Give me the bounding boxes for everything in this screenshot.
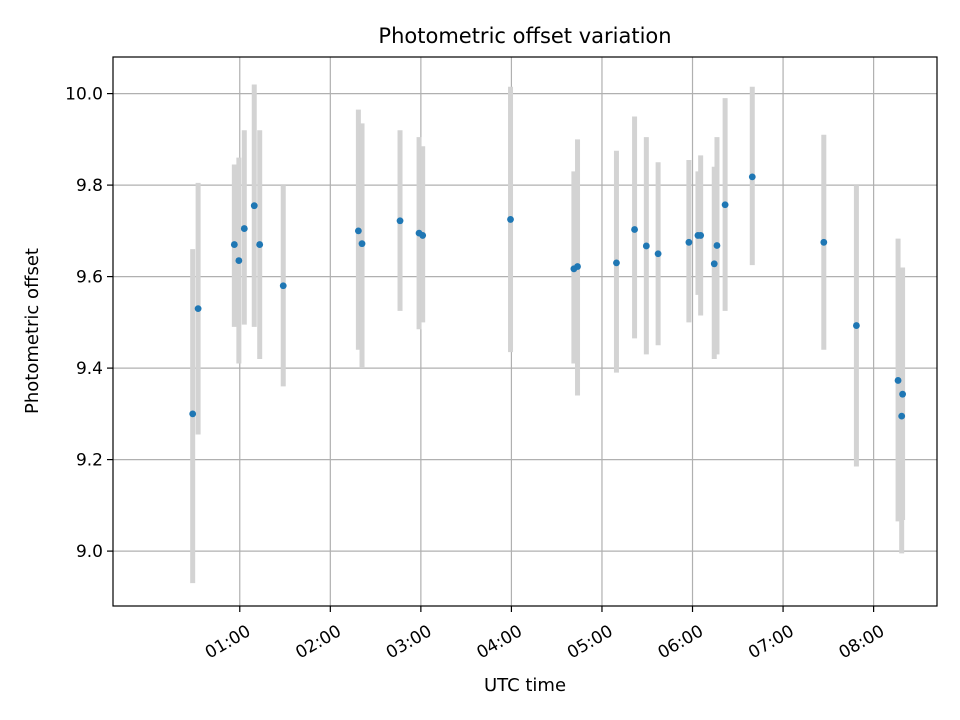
plot-frame bbox=[112, 56, 938, 607]
data-point bbox=[613, 259, 620, 267]
y-axis-label: Photometric offset bbox=[22, 248, 43, 414]
chart-title: Photometric offset variation bbox=[378, 24, 671, 48]
data-point bbox=[654, 250, 662, 258]
data-point bbox=[721, 201, 729, 209]
data-point bbox=[189, 410, 197, 418]
data-point bbox=[230, 241, 238, 248]
data-point bbox=[820, 238, 828, 246]
data-point bbox=[358, 240, 366, 248]
data-point bbox=[898, 412, 906, 420]
y-tick-label: 9.0 bbox=[76, 542, 103, 562]
data-point bbox=[354, 227, 362, 235]
data-point bbox=[894, 377, 902, 384]
data-point bbox=[240, 225, 248, 232]
data-point bbox=[899, 390, 906, 398]
data-point bbox=[574, 263, 581, 270]
data-point bbox=[713, 242, 721, 249]
y-tick-label: 9.4 bbox=[76, 359, 103, 379]
y-axis-ticks: 9.0 9.2 9.4 9.6 9.8 10.0 bbox=[65, 85, 113, 562]
data-point bbox=[250, 202, 258, 210]
data-point bbox=[748, 173, 756, 181]
y-tick-label: 10.0 bbox=[65, 85, 103, 105]
data-markers bbox=[189, 173, 906, 420]
y-tick-label: 9.8 bbox=[76, 176, 103, 196]
y-tick-label: 9.2 bbox=[76, 451, 103, 471]
data-point bbox=[685, 238, 693, 246]
data-point bbox=[256, 241, 264, 248]
data-point bbox=[279, 282, 287, 290]
data-point bbox=[697, 232, 705, 239]
y-tick-label: 9.6 bbox=[76, 268, 103, 288]
data-point bbox=[631, 226, 638, 233]
data-point bbox=[396, 217, 404, 225]
data-point bbox=[235, 257, 243, 264]
data-point bbox=[710, 260, 718, 268]
data-point bbox=[853, 322, 860, 329]
data-point bbox=[419, 232, 427, 239]
data-point bbox=[507, 216, 514, 223]
data-point bbox=[194, 305, 202, 313]
x-axis-label: UTC time bbox=[484, 675, 566, 696]
data-point bbox=[642, 242, 650, 250]
grid-lines bbox=[113, 57, 937, 606]
